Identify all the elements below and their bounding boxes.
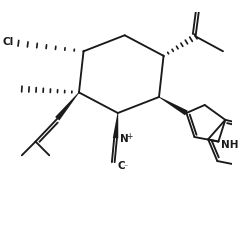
Text: N: N (120, 134, 128, 144)
Text: NH: NH (221, 140, 238, 151)
Polygon shape (159, 97, 188, 115)
Text: Cl: Cl (3, 37, 14, 47)
Text: ⁻: ⁻ (123, 163, 127, 172)
Text: +: + (126, 132, 132, 141)
Polygon shape (55, 92, 79, 121)
Polygon shape (113, 113, 118, 138)
Text: C: C (117, 161, 125, 171)
